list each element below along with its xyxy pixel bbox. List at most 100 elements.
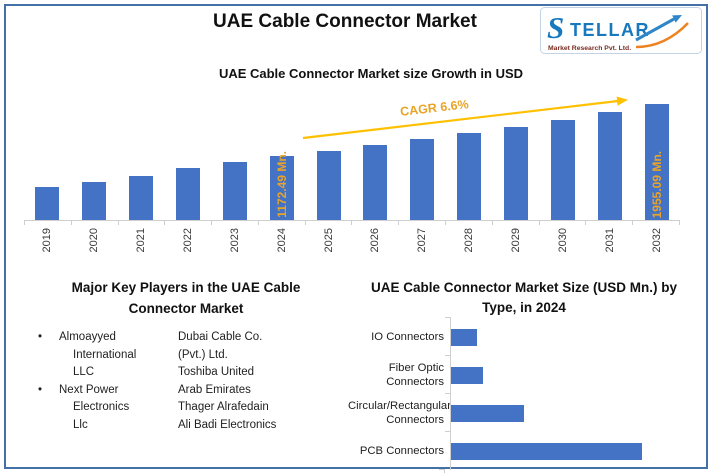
player-item-line: • Almoayyed: [38, 329, 178, 347]
type-label: PCB Connectors: [348, 444, 450, 458]
x-axis-tick: [165, 221, 213, 225]
type-label-line: Circular/Rectangular: [348, 400, 451, 412]
year-label-2020: 2020: [88, 228, 101, 253]
key-players-column-1: • Almoayyed International LLC • Next Power Ele…: [26, 329, 178, 434]
year-cell-2027: 2027: [399, 225, 446, 267]
key-players-list: • Almoayyed International LLC • Next Power Ele…: [26, 329, 346, 434]
type-bar-track: [445, 355, 700, 394]
bar-column-2032: 1955.09 Mn.: [633, 90, 680, 220]
bar-column-2029: [493, 90, 540, 220]
bar-2026: [363, 145, 388, 220]
bullet-icon: •: [38, 331, 43, 343]
bar-column-2025: [305, 90, 352, 220]
year-label-2024: 2024: [275, 228, 288, 253]
growth-chart-title: UAE Cable Connector Market size Growth i…: [218, 66, 524, 81]
bar-column-2021: [118, 90, 165, 220]
stellar-logo-graphic: S TELLAR Market Research Pvt. Ltd.: [540, 7, 702, 54]
player-item-line: (Pvt.) Ltd.: [178, 348, 228, 361]
bar-2019: [35, 187, 60, 220]
key-players-section: Major Key Players in the UAE Cable Conne…: [26, 277, 346, 434]
type-label: Circular/Rectangular Connectors: [348, 399, 451, 427]
x-axis-tick: [306, 221, 353, 225]
year-label-2027: 2027: [416, 228, 429, 253]
logo-swoosh-icon: [635, 22, 689, 49]
x-axis-tick: [259, 221, 306, 225]
player-item-line: Llc: [73, 418, 88, 431]
year-label-2021: 2021: [135, 228, 148, 253]
x-axis-tick: [493, 221, 540, 225]
bar-2027: [410, 139, 435, 220]
year-cell-2031: 2031: [586, 225, 633, 267]
year-label-2030: 2030: [556, 228, 569, 253]
year-cell-2025: 2025: [305, 225, 352, 267]
bar-2030: [550, 119, 575, 220]
type-bar: [451, 442, 642, 460]
year-cell-2023: 2023: [211, 225, 258, 267]
bar-column-2020: [71, 90, 118, 220]
growth-plot-area: 1172.49 Mn. 1955.09 Mn.: [24, 90, 680, 220]
y-axis-tick: [445, 317, 451, 318]
x-axis-tick: [119, 221, 166, 225]
type-bar: [451, 404, 525, 422]
y-axis-tick: [445, 431, 451, 432]
growth-x-labels: 2019 2020 2021 2022 2023 2024 2025 2026 2027 2028…: [24, 225, 680, 267]
bar-2023: [222, 162, 247, 220]
x-axis-tick: [24, 221, 72, 225]
x-axis-tick: [446, 221, 493, 225]
type-label: IO Connectors: [348, 330, 450, 344]
player-item-line: Dubai Cable Co.: [178, 331, 263, 343]
x-axis-tick: [586, 221, 634, 225]
year-cell-2019: 2019: [24, 225, 71, 267]
bar-column-2023: [211, 90, 258, 220]
bar-column-2027: [399, 90, 446, 220]
bar-column-2026: [352, 90, 399, 220]
bar-column-2031: [586, 90, 633, 220]
logo-subtext: Market Research Pvt. Ltd.: [548, 45, 631, 52]
x-axis-tick: [212, 221, 259, 225]
logo-letter-s: S: [547, 10, 564, 45]
type-bar-track: [445, 393, 700, 432]
player-item-line: • Next Power: [38, 382, 178, 400]
type-axis-end: [439, 469, 700, 473]
logo-brand-text: TELLAR: [570, 20, 650, 40]
key-players-heading: Major Key Players in the UAE Cable Conne…: [71, 280, 301, 316]
year-cell-2026: 2026: [352, 225, 399, 267]
year-cell-2022: 2022: [165, 225, 212, 267]
type-label-line: PCB Connectors: [359, 445, 444, 457]
player-item-line: Toshiba United: [178, 366, 255, 378]
bar-column-2022: [165, 90, 212, 220]
type-label-line: Connectors: [386, 376, 444, 388]
type-bar-track: [445, 431, 700, 470]
bar-column-2019: [24, 90, 71, 220]
year-cell-2020: 2020: [71, 225, 118, 267]
year-cell-2021: 2021: [118, 225, 165, 267]
bar-2031: [597, 112, 622, 220]
bar-2028: [457, 133, 482, 220]
bar-value-label-2024: 1172.49 Mn.: [274, 151, 289, 218]
player-item-line: International: [73, 348, 137, 361]
player-item-line: Electronics: [73, 401, 130, 413]
type-label-line: Connectors: [386, 414, 444, 426]
year-cell-2030: 2030: [539, 225, 586, 267]
bar-2029: [504, 126, 529, 220]
page-title: UAE Cable Connector Market: [213, 11, 477, 32]
year-cell-2024: 2024: [258, 225, 305, 267]
logo-arrow-icon: [635, 15, 682, 42]
key-players-column-2: Dubai Cable Co. (Pvt.) Ltd. Toshiba United…: [178, 329, 346, 434]
year-label-2023: 2023: [228, 228, 241, 253]
year-label-2019: 2019: [41, 228, 54, 253]
type-label: Fiber Optic Connectors: [348, 361, 450, 389]
bar-2025: [316, 150, 341, 220]
bar-column-2024: 1172.49 Mn.: [258, 90, 305, 220]
stellar-logo: S TELLAR Market Research Pvt. Ltd.: [540, 7, 702, 54]
bullet-icon: •: [38, 383, 43, 396]
type-row: Circular/Rectangular Connectors: [348, 393, 700, 432]
x-axis-tick: [72, 221, 119, 225]
growth-x-axis: [24, 220, 680, 225]
type-row: PCB Connectors: [348, 431, 700, 470]
bar-value-label-2032: 1955.09 Mn.: [649, 150, 664, 218]
type-bar: [451, 366, 483, 384]
type-chart-heading: UAE Cable Connector Market Size (USD Mn.…: [370, 280, 678, 315]
type-label-line: IO Connectors: [371, 331, 444, 343]
